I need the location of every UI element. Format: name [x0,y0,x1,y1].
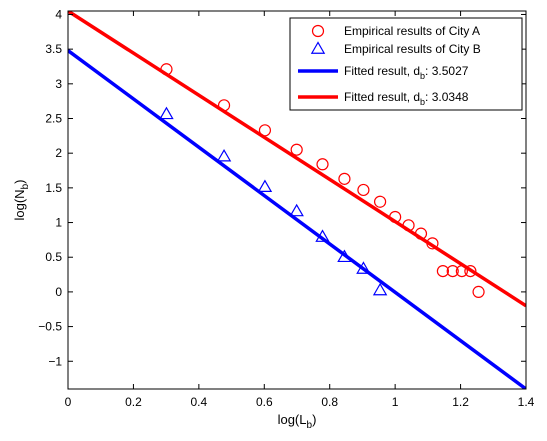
data-point-circle [217,99,231,112]
y-tick-label: −1 [48,354,62,368]
legend-marker-triangle [310,41,326,54]
x-tick-label: 0.4 [191,395,208,409]
legend-entry-label: Fitted result, db: 3.0348 [344,90,469,107]
legend: Empirical results of City A Empirical res… [289,17,523,111]
y-tick-label: 0.5 [45,250,62,264]
data-point-circle [160,63,173,76]
data-point-circle [414,227,428,240]
data-point-triangle [315,229,330,242]
data-point-triangle [257,179,273,192]
fitted-line-3 [68,11,526,308]
y-axis-label: log(Nb) [12,180,31,221]
legend-entry-label: Fitted result, db: 3.5027 [344,64,469,81]
y-tick-label: 4 [55,7,62,21]
x-tick-label: 0.8 [321,395,338,409]
legend-box [289,17,523,111]
data-point-circle [338,172,351,185]
data-point-triangle [159,106,174,120]
x-tick-label: 0.6 [256,395,273,409]
x-tick-label: 1 [392,395,399,409]
legend-entry-label: Empirical results of City B [344,42,481,56]
data-point-circle [455,264,468,278]
series-layer [68,11,526,389]
data-point-circle [472,285,485,298]
data-point-circle [464,264,477,278]
axes-layer: 0 0.2 0.4 0.6 0.8 1 1.2 1.4 −1 −0.5 0 0.5 1 1.5 2 2.5 3 3… [12,7,535,431]
data-point-triangle [289,203,304,217]
data-point-triangle [216,148,232,162]
data-point-circle [373,195,387,208]
data-point-circle [357,183,370,197]
axes-box [67,10,527,390]
legend-marker-circle [311,24,325,38]
y-tick-label: −0.5 [38,320,62,334]
x-tick-label: 0.2 [125,395,142,409]
x-tick-label: 0 [65,395,72,409]
data-point-triangle [372,282,388,296]
data-point-circle [290,143,303,156]
y-tick-label: 1 [55,216,62,230]
data-point-circle [389,210,402,224]
legend-entry-label: Empirical results of City A [344,24,480,38]
data-point-circle [402,219,415,232]
data-point-circle [316,158,329,171]
data-point-circle [446,264,459,278]
y-tick-label: 3 [55,77,62,91]
y-tick-label: 1.5 [45,181,62,195]
data-point-circle [258,124,272,137]
x-tick-label: 1.4 [518,395,535,409]
y-tick-label: 2.5 [45,112,62,126]
data-point-circle [436,264,450,278]
data-point-triangle [356,261,371,274]
x-axis-label: log(Lb) [278,412,317,431]
data-point-circle [426,237,439,250]
y-tick-label: 0 [55,285,62,299]
fitted-line-2 [68,49,526,389]
y-tick-label: 3.5 [45,42,62,56]
y-tick-label: 2 [55,146,62,160]
data-point-triangle [337,249,352,263]
x-tick-label: 1.2 [452,395,469,409]
